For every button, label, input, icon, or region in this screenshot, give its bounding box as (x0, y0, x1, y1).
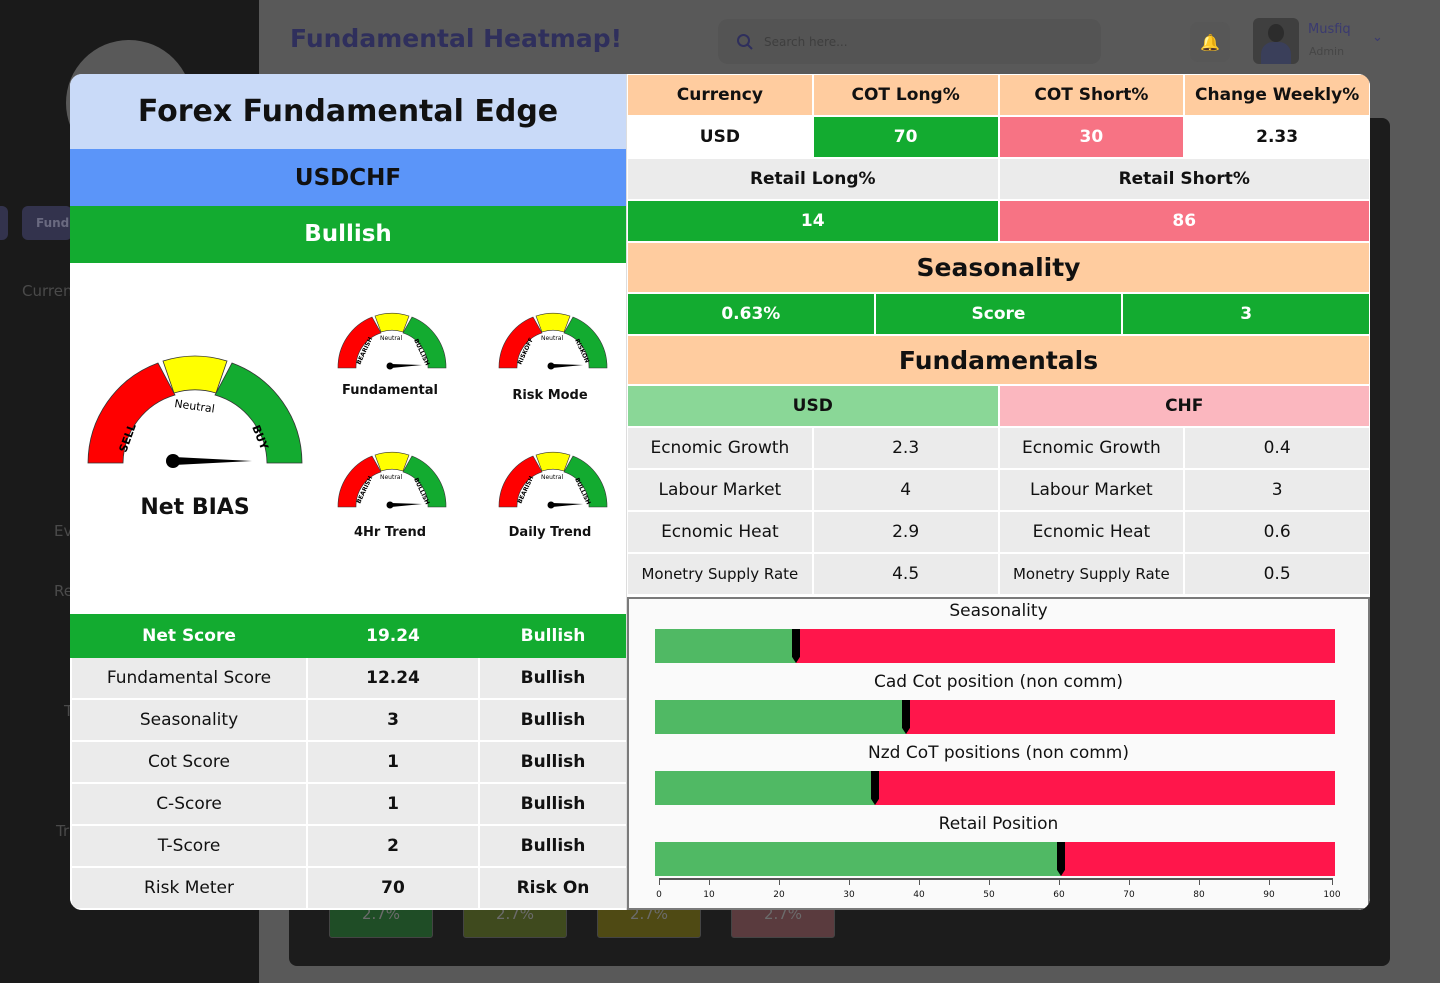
bar-title: Nzd CoT positions (non comm) (868, 743, 1129, 763)
user-name: Musfiq (1308, 22, 1351, 37)
modal-title: Forex Fundamental Edge (70, 74, 626, 150)
table-row: Cot Score 1 Bullish (70, 739, 628, 784)
bell-icon: 🔔 (1200, 32, 1220, 52)
cot-short: 30 (998, 116, 1185, 158)
fundamental-edge-modal: Forex Fundamental Edge USDCHF Bullish Ne… (70, 74, 1370, 910)
table-row: Ecnomic Growth 2.3 Ecnomic Growth 0.4 (627, 427, 1370, 469)
cot-header-row: Currency COT Long% COT Short% Change Wee… (627, 74, 1370, 116)
gauge-neutral-label: Neutral (174, 397, 216, 416)
bar-title: Retail Position (938, 814, 1059, 834)
bar-title: Seasonality (949, 601, 1048, 621)
daily-trend-gauge: Neutral BEARISH BULLISH (498, 451, 608, 509)
x-axis (659, 878, 1333, 880)
svg-text:Neutral: Neutral (541, 335, 563, 342)
fundamental-gauge-label: Fundamental (342, 382, 438, 398)
seasonality-bar (655, 629, 1335, 663)
sidebar-item-reports[interactable]: Re (54, 582, 73, 600)
seasonality-title: Seasonality (627, 242, 1370, 293)
position-chart: Seasonality Cad Cot position (non comm) … (627, 597, 1370, 910)
right-panel: Currency COT Long% COT Short% Change Wee… (626, 74, 1370, 910)
sidebar-item-events[interactable]: Ev (54, 522, 73, 540)
retail-short: 86 (998, 200, 1370, 242)
sidebar-item-t[interactable]: T (64, 702, 74, 720)
retail-header-row: Retail Long% Retail Short% (627, 158, 1370, 200)
nzd-cot-bar (655, 771, 1335, 805)
table-row: Fundamental Score 12.24 Bullish (70, 655, 628, 700)
retail-value-row: 14 86 (627, 200, 1370, 242)
avatar[interactable] (1253, 18, 1299, 64)
risk-mode-gauge: Neutral RISKOFF RISKON (498, 312, 608, 370)
cot-currency: USD (627, 116, 813, 158)
bar-title: Cad Cot position (non comm) (873, 672, 1124, 692)
sidebar-button-fundamental[interactable]: Fund (22, 206, 72, 240)
sidebar-item-trends[interactable]: Tr (56, 822, 70, 840)
currency-pair: USDCHF (70, 149, 626, 207)
risk-mode-gauge-label: Risk Mode (512, 387, 588, 403)
net-bias-label: Net BIAS (140, 494, 250, 520)
table-row: Ecnomic Heat 2.9 Ecnomic Heat 0.6 (627, 511, 1370, 553)
table-row: Seasonality 3 Bullish (70, 697, 628, 742)
search-bar[interactable]: Search here... (718, 19, 1101, 64)
fundamental-gauge: Neutral BEARISH BULLISH (337, 312, 447, 370)
cad-cot-bar (655, 700, 1335, 734)
gauges-area: Neutral SELL BUY Net BIAS Neutral BEARIS… (70, 263, 626, 614)
table-row: C-Score 1 Bullish (70, 781, 628, 826)
cot-change: 2.33 (1184, 116, 1370, 158)
score-table: Net Score 19.24 Bullish Fundamental Scor… (70, 613, 628, 910)
svg-text:Neutral: Neutral (541, 474, 563, 481)
user-role: Admin (1309, 45, 1345, 58)
chevron-down-icon[interactable]: ⌄ (1372, 30, 1383, 45)
net-bias-gauge: Neutral SELL BUY (87, 355, 303, 468)
seasonality-row: 0.63% Score 3 (627, 293, 1370, 335)
net-score-row: Net Score 19.24 Bullish (70, 613, 628, 658)
table-row: Monetry Supply Rate 4.5 Monetry Supply R… (627, 553, 1370, 595)
svg-text:Neutral: Neutral (380, 335, 402, 342)
svg-text:Neutral: Neutral (380, 474, 402, 481)
4hr-trend-gauge-label: 4Hr Trend (353, 524, 427, 540)
retail-position-bar (655, 842, 1335, 876)
fundamentals-currency-row: USD CHF (627, 385, 1370, 427)
page-title: Fundamental Heatmap! (290, 24, 623, 53)
search-icon (737, 33, 753, 50)
cot-value-row: USD 70 30 2.33 (627, 116, 1370, 158)
sidebar-item-currency[interactable]: Curren (22, 282, 73, 300)
table-row: Labour Market 4 Labour Market 3 (627, 469, 1370, 511)
4hr-trend-gauge: Neutral BEARISH BULLISH (337, 451, 447, 509)
table-row: T-Score 2 Bullish (70, 823, 628, 868)
retail-long: 14 (627, 200, 999, 242)
table-row: Risk Meter 70 Risk On (70, 865, 628, 910)
notification-button[interactable]: 🔔 (1190, 22, 1230, 62)
daily-trend-gauge-label: Daily Trend (508, 524, 592, 540)
cot-long: 70 (812, 116, 999, 158)
left-panel: Forex Fundamental Edge USDCHF Bullish Ne… (70, 74, 628, 910)
sidebar-button-prev[interactable] (0, 206, 8, 240)
bias-badge: Bullish (70, 206, 626, 263)
search-input[interactable]: Search here... (764, 34, 848, 49)
fundamentals-title: Fundamentals (627, 335, 1370, 385)
